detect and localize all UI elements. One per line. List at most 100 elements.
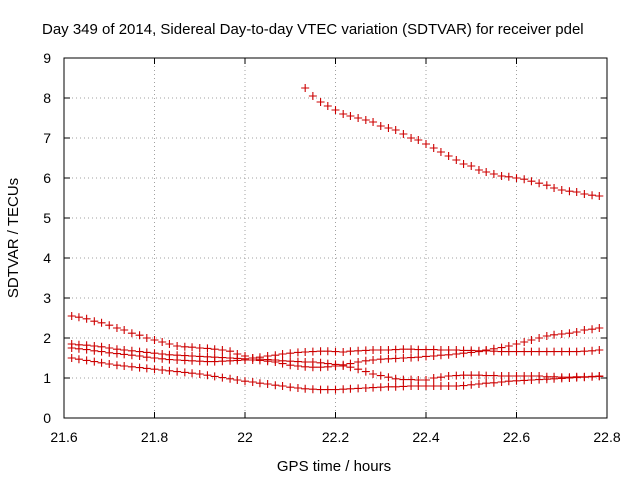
data-point bbox=[429, 352, 438, 360]
y-tick-label: 6 bbox=[43, 170, 51, 186]
data-point bbox=[588, 191, 597, 200]
data-point bbox=[572, 373, 581, 382]
data-point bbox=[527, 177, 536, 186]
data-point bbox=[399, 375, 408, 384]
axis-ticks: 21.6 21.8 22 22.2 22.4 22.6 22.8 0 1 2 3 4 5 6 7 8 9 bbox=[43, 50, 621, 445]
data-point bbox=[376, 383, 385, 392]
data-point bbox=[308, 92, 317, 100]
data-point bbox=[520, 175, 529, 184]
data-point bbox=[97, 358, 106, 367]
data-point bbox=[248, 378, 257, 386]
data-point bbox=[90, 346, 99, 355]
data-point bbox=[474, 380, 483, 388]
data-point bbox=[293, 362, 302, 370]
data-point bbox=[226, 347, 235, 356]
data-point bbox=[557, 186, 566, 194]
data-point bbox=[361, 356, 370, 365]
data-point bbox=[82, 356, 91, 365]
data-point bbox=[444, 152, 453, 160]
data-point bbox=[535, 179, 544, 188]
data-point bbox=[512, 347, 521, 356]
plot-frame bbox=[63, 57, 608, 419]
data-point bbox=[271, 381, 280, 390]
data-point bbox=[422, 382, 430, 390]
data-point bbox=[369, 356, 378, 364]
data-point bbox=[233, 356, 242, 365]
x-tick-label: 22.8 bbox=[593, 429, 620, 445]
data-point bbox=[595, 192, 604, 200]
data-point bbox=[286, 349, 295, 358]
data-point bbox=[535, 334, 544, 342]
data-point bbox=[467, 380, 476, 389]
data-point bbox=[376, 122, 385, 130]
data-point bbox=[542, 181, 551, 190]
data-point bbox=[301, 348, 310, 356]
data-point bbox=[489, 378, 498, 387]
data-point bbox=[323, 362, 332, 371]
data-point bbox=[444, 372, 453, 380]
data-point bbox=[422, 140, 430, 148]
data-point bbox=[422, 352, 430, 361]
data-point bbox=[112, 349, 121, 358]
data-point bbox=[429, 382, 438, 390]
data-point bbox=[293, 384, 302, 392]
data-point bbox=[391, 354, 400, 363]
series-satellite-c bbox=[67, 340, 604, 363]
data-point bbox=[407, 345, 416, 354]
data-point bbox=[444, 350, 453, 359]
data-point bbox=[286, 383, 295, 392]
data-point bbox=[316, 98, 325, 106]
data-point bbox=[346, 384, 355, 393]
data-point bbox=[158, 338, 167, 346]
data-point bbox=[339, 348, 348, 356]
data-point bbox=[241, 377, 249, 386]
data-point bbox=[565, 347, 574, 356]
data-point bbox=[436, 148, 445, 156]
data-point bbox=[376, 371, 385, 380]
data-point bbox=[520, 376, 529, 385]
data-point bbox=[444, 382, 453, 390]
data-point bbox=[97, 347, 106, 356]
data-point bbox=[112, 324, 121, 332]
x-tick-label: 22.4 bbox=[412, 429, 439, 445]
data-point bbox=[542, 347, 551, 356]
data-point bbox=[429, 144, 438, 152]
data-point bbox=[489, 170, 498, 178]
data-point bbox=[391, 126, 400, 134]
data-point bbox=[407, 134, 416, 142]
data-point bbox=[407, 382, 416, 390]
y-tick-label: 0 bbox=[43, 410, 51, 426]
data-point bbox=[135, 352, 144, 360]
data-point bbox=[399, 130, 408, 138]
data-point bbox=[376, 355, 385, 364]
y-tick-label: 3 bbox=[43, 290, 51, 306]
data-point bbox=[188, 343, 197, 352]
series-satellite-a bbox=[301, 84, 604, 200]
data-point bbox=[452, 350, 461, 358]
data-point bbox=[512, 376, 521, 385]
data-point bbox=[580, 347, 589, 356]
data-point bbox=[74, 355, 83, 364]
data-point bbox=[376, 346, 385, 354]
data-point bbox=[474, 371, 483, 380]
data-point bbox=[588, 325, 597, 334]
data-point bbox=[263, 357, 272, 366]
data-point bbox=[203, 344, 212, 353]
data-point bbox=[120, 326, 129, 334]
data-point bbox=[308, 363, 317, 372]
data-point bbox=[226, 374, 235, 383]
data-point bbox=[241, 356, 249, 364]
data-point bbox=[550, 330, 559, 339]
data-point bbox=[248, 356, 257, 364]
data-point bbox=[588, 346, 597, 355]
data-point bbox=[452, 371, 461, 380]
data-point bbox=[467, 371, 476, 380]
data-point bbox=[429, 374, 438, 382]
data-point bbox=[180, 356, 189, 365]
data-point bbox=[354, 114, 363, 122]
data-point bbox=[527, 347, 536, 356]
data-point bbox=[384, 354, 393, 363]
data-point bbox=[572, 188, 581, 196]
data-point bbox=[520, 338, 529, 346]
x-tick-label: 22.2 bbox=[322, 429, 349, 445]
